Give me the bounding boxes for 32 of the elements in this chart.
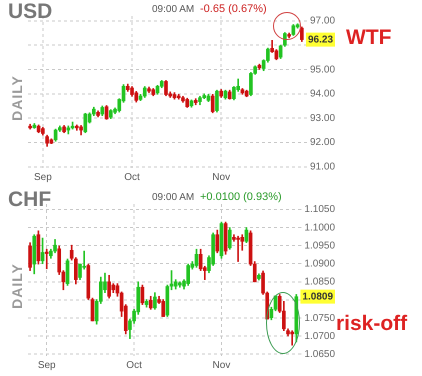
y-tick-label: 1.1050	[304, 204, 336, 216]
y-tick-label: 1.0850	[304, 276, 336, 288]
x-tick-label: Sep	[38, 360, 56, 371]
y-axis-title: DAILY	[8, 263, 25, 309]
y-tick-label: 1.0700	[304, 330, 336, 342]
y-tick-label: 97.00	[310, 16, 336, 27]
x-tick-label: Oct	[126, 360, 142, 371]
y-axis-title: DAILY	[8, 75, 25, 121]
text: WTF	[346, 26, 392, 50]
y-tick-label: 94.00	[310, 88, 336, 100]
chart-subtitle: 09:00 AM	[152, 4, 194, 15]
y-tick-label: 1.0750	[304, 312, 336, 324]
y-tick-label: 1.1000	[304, 222, 336, 234]
y-tick-label: 1.0950	[304, 240, 336, 252]
chart-title: CHF	[8, 188, 52, 212]
y-tick-label: 93.00	[310, 112, 336, 124]
text: risk-off	[336, 312, 408, 336]
x-tick-label: Nov	[212, 360, 230, 371]
chart-title: USD	[8, 0, 52, 24]
text: -0.65 (0.67%)	[200, 3, 267, 15]
y-tick-label: 91.00	[310, 162, 336, 173]
annotation: 1.0809	[302, 291, 334, 302]
y-tick-label: 95.00	[310, 64, 336, 76]
y-tick-label: 92.00	[310, 137, 336, 148]
y-tick-label: 1.0650	[304, 348, 336, 360]
x-tick-label: Oct	[124, 172, 140, 183]
chart-subtitle: 09:00 AM	[152, 192, 194, 203]
x-tick-label: Nov	[212, 172, 230, 183]
x-tick-label: Sep	[34, 172, 52, 183]
annotation: 96.23	[308, 34, 334, 46]
text: +0.0100 (0.93%)	[200, 191, 282, 203]
y-tick-label: 1.0900	[304, 258, 336, 270]
